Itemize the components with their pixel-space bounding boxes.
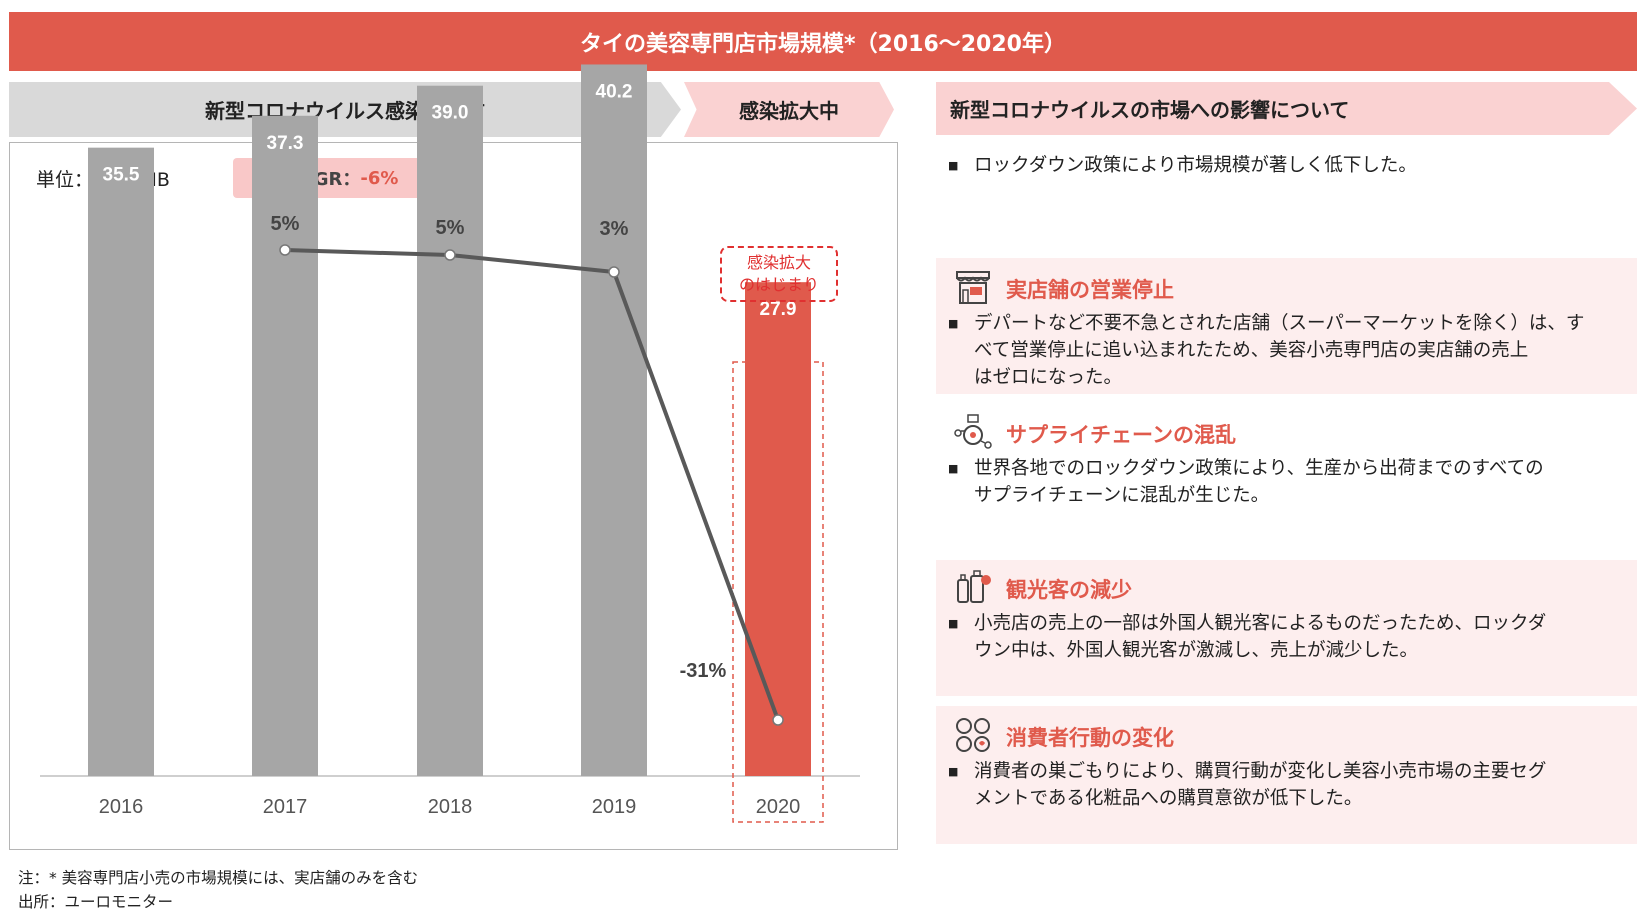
growth-label: -31% bbox=[680, 660, 727, 682]
bar-value-label: 27.9 bbox=[760, 299, 797, 320]
bar-2019 bbox=[581, 64, 647, 776]
bullet-line: 世界各地でのロックダウン政策により、生産から出荷までのすべての bbox=[974, 458, 1544, 479]
storefront-icon bbox=[956, 271, 990, 304]
bullet-line: べて営業停止に追い込まれたため、美容小売専門店の実店舗の売上 bbox=[974, 340, 1529, 361]
section-bullet: ■ 世界各地でのロックダウン政策により、生産から出荷までのすべての サプライチェ… bbox=[948, 455, 1544, 509]
highlight-frame bbox=[732, 361, 824, 823]
section-bullet: ■ 消費者の巣ごもりにより、購買行動が変化し美容小売市場の主要セグ メントである… bbox=[948, 758, 1546, 812]
growth-line bbox=[284, 248, 780, 721]
section-title: 実店舗の営業停止 bbox=[1006, 278, 1174, 302]
bar-value-label: 35.5 bbox=[103, 165, 140, 186]
growth-point bbox=[608, 266, 620, 278]
x-tick-label: 2016 bbox=[99, 796, 144, 818]
bullet-line: デパートなど不要不急とされた店舗（スーパーマーケットを除く）は、す bbox=[974, 313, 1585, 334]
page-title: タイの美容専門店市場規模*（2016～2020年） bbox=[9, 12, 1637, 71]
growth-label: 3% bbox=[600, 218, 629, 240]
start-note-line2: のはじまり bbox=[738, 275, 819, 294]
bullet-line: ウン中は、外国人観光客が激減し、売上が減少した。 bbox=[974, 640, 1419, 661]
x-tick-label: 2020 bbox=[756, 796, 801, 818]
bullet-line: サプライチェーンに混乱が生じた。 bbox=[974, 485, 1270, 506]
section-bullet: ■ デパートなど不要不急とされた店舗（スーパーマーケットを除く）は、す べて営業… bbox=[948, 310, 1584, 391]
section-title: サプライチェーンの混乱 bbox=[1006, 423, 1236, 447]
bar-value-label: 37.3 bbox=[267, 133, 304, 154]
tourist-icon bbox=[957, 570, 991, 603]
bullet-square-icon: ■ bbox=[948, 317, 959, 330]
impact-section-supply-chain: サプライチェーンの混乱 ■ 世界各地でのロックダウン政策により、生産から出荷まで… bbox=[936, 403, 1637, 535]
impact-section-store-closure: 実店舗の営業停止 ■ デパートなど不要不急とされた店舗（スーパーマーケットを除く… bbox=[936, 258, 1637, 394]
x-tick-label: 2019 bbox=[592, 796, 637, 818]
bullet-square-icon: ■ bbox=[948, 462, 959, 475]
lockdown-bullet: ■ ロックダウン政策により市場規模が著しく低下した。 bbox=[948, 152, 1417, 179]
bullet-line: メントである化粧品への購買意欲が低下した。 bbox=[974, 788, 1363, 809]
cagr-value: -6% bbox=[360, 167, 399, 189]
bar-value-label: 39.0 bbox=[432, 103, 469, 124]
bullet-square-icon: ■ bbox=[948, 617, 959, 630]
growth-label: 5% bbox=[436, 217, 465, 239]
impact-section-tourists: 観光客の減少 ■ 小売店の売上の一部は外国人観光客によるものだったため、ロックダ… bbox=[936, 560, 1637, 696]
bullet-square-icon: ■ bbox=[948, 159, 959, 172]
start-note-line1: 感染拡大 bbox=[746, 253, 811, 272]
header-during-covid: 感染拡大中 bbox=[684, 82, 894, 137]
growth-point bbox=[444, 249, 456, 261]
bar-2020 bbox=[745, 282, 811, 776]
bullet-line: 消費者の巣ごもりにより、購買行動が変化し美容小売市場の主要セグ bbox=[974, 761, 1547, 782]
section-bullet: ■ 小売店の売上の一部は外国人観光客によるものだったため、ロックダ ウン中は、外… bbox=[948, 610, 1546, 664]
growth-label: 5% bbox=[271, 213, 300, 235]
bullet-line: はゼロになった。 bbox=[974, 367, 1123, 388]
bullet-line: 小売店の売上の一部は外国人観光客によるものだったため、ロックダ bbox=[974, 613, 1547, 634]
bar-value-label: 40.2 bbox=[596, 81, 633, 102]
bar-2018 bbox=[417, 85, 483, 776]
footnote-source: 出所：ユーロモニター bbox=[18, 893, 174, 911]
header-impact: 新型コロナウイルスの市場への影響について bbox=[936, 82, 1637, 135]
x-tick-label: 2017 bbox=[263, 796, 308, 818]
lockdown-text: ロックダウン政策により市場規模が著しく低下した。 bbox=[974, 155, 1417, 176]
growth-point bbox=[772, 714, 784, 726]
x-tick-label: 2018 bbox=[428, 796, 473, 818]
impact-section-consumer-behavior: 消費者行動の変化 ■ 消費者の巣ごもりにより、購買行動が変化し美容小売市場の主要… bbox=[936, 706, 1637, 844]
footnote-note: 注：* 美容専門店小売の市場規模には、実店舗のみを含む bbox=[18, 869, 419, 887]
footnote: 注：* 美容専門店小売の市場規模には、実店舗のみを含む 出所：ユーロモニター bbox=[18, 866, 418, 914]
bar-2017 bbox=[252, 115, 318, 777]
section-title: 観光客の減少 bbox=[1006, 578, 1132, 602]
bar-2016 bbox=[88, 147, 154, 776]
section-title: 消費者行動の変化 bbox=[1006, 726, 1174, 750]
covid-start-note: 感染拡大 のはじまり bbox=[720, 246, 838, 302]
consumer-behavior-icon bbox=[956, 718, 990, 752]
supply-chain-icon bbox=[954, 414, 992, 449]
bullet-square-icon: ■ bbox=[948, 765, 959, 778]
growth-point bbox=[279, 244, 291, 256]
bar-chart: 35.5 2016 37.3 2017 39.0 2018 40.2 2019 27.9 2020… bbox=[40, 64, 860, 823]
